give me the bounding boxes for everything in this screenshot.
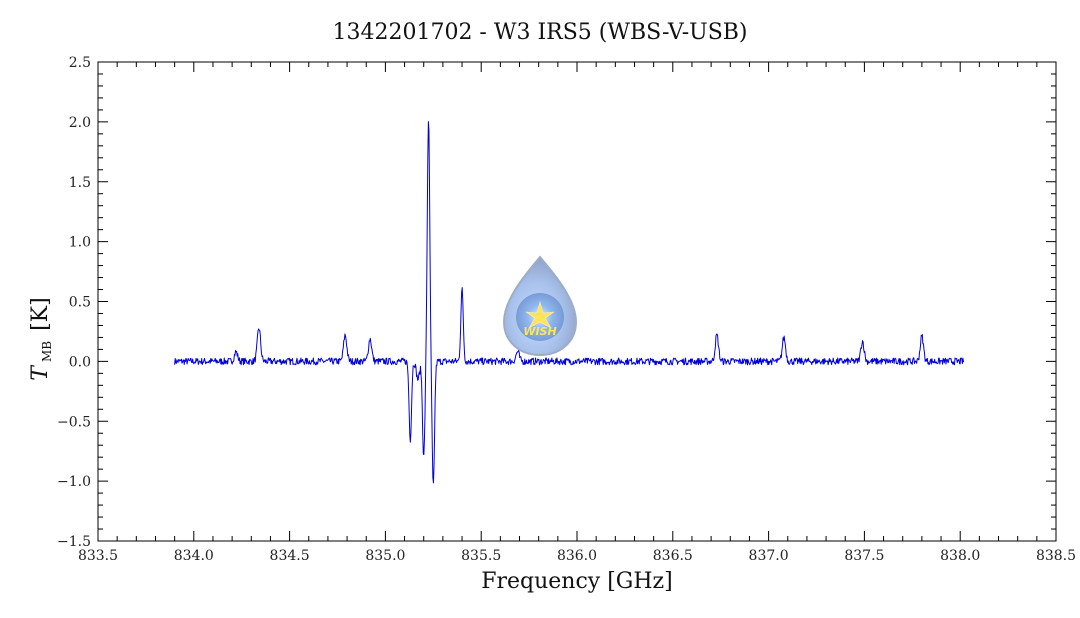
chart-title: 1342201702 - W3 IRS5 (WBS-V-USB): [332, 20, 747, 45]
y-tick-label: 2.0: [69, 115, 91, 131]
y-tick-label: 1.5: [69, 175, 91, 191]
x-tick-label: 835.5: [461, 548, 501, 564]
x-tick-label: 836.5: [653, 548, 693, 564]
y-tick-label: −1.5: [57, 534, 91, 550]
x-tick-label: 838.5: [1036, 548, 1076, 564]
y-tick-label: 0.5: [69, 295, 91, 311]
x-tick-label: 834.5: [270, 548, 310, 564]
y-tick-label: 0.0: [69, 354, 91, 370]
star-icon: [525, 300, 555, 329]
x-tick-label: 837.5: [844, 548, 884, 564]
axes: 833.5 834.0 834.5 835.0 835.5 836.0 836.5 837.0…: [57, 55, 1076, 564]
x-tick-label: 837.0: [749, 548, 789, 564]
logo-text: WISH: [523, 325, 556, 338]
x-tick-label: 834.0: [174, 548, 214, 564]
x-tick-label: 833.5: [78, 548, 118, 564]
x-axis-label: Frequency [GHz]: [481, 569, 673, 594]
y-tick-label: −0.5: [57, 414, 91, 430]
y-axis-label-main: T: [28, 364, 53, 381]
x-tick-label: 838.0: [940, 548, 980, 564]
y-axis-label-sub: MB: [40, 341, 54, 362]
svg-text:T MB [K]: T MB [K]: [28, 297, 55, 380]
wish-logo: WISH: [502, 255, 578, 357]
plot-frame: [97, 61, 1057, 542]
spectrum-line: [174, 121, 965, 484]
x-tick-label: 835.0: [365, 548, 405, 564]
y-axis-label: T MB [K]: [28, 297, 55, 380]
y-tick-label: 1.0: [69, 235, 91, 251]
y-tick-label: −1.0: [57, 474, 91, 490]
y-tick-label: 2.5: [69, 55, 91, 71]
x-tick-label: 836.0: [557, 548, 597, 564]
y-axis-label-unit: [K]: [28, 297, 53, 331]
